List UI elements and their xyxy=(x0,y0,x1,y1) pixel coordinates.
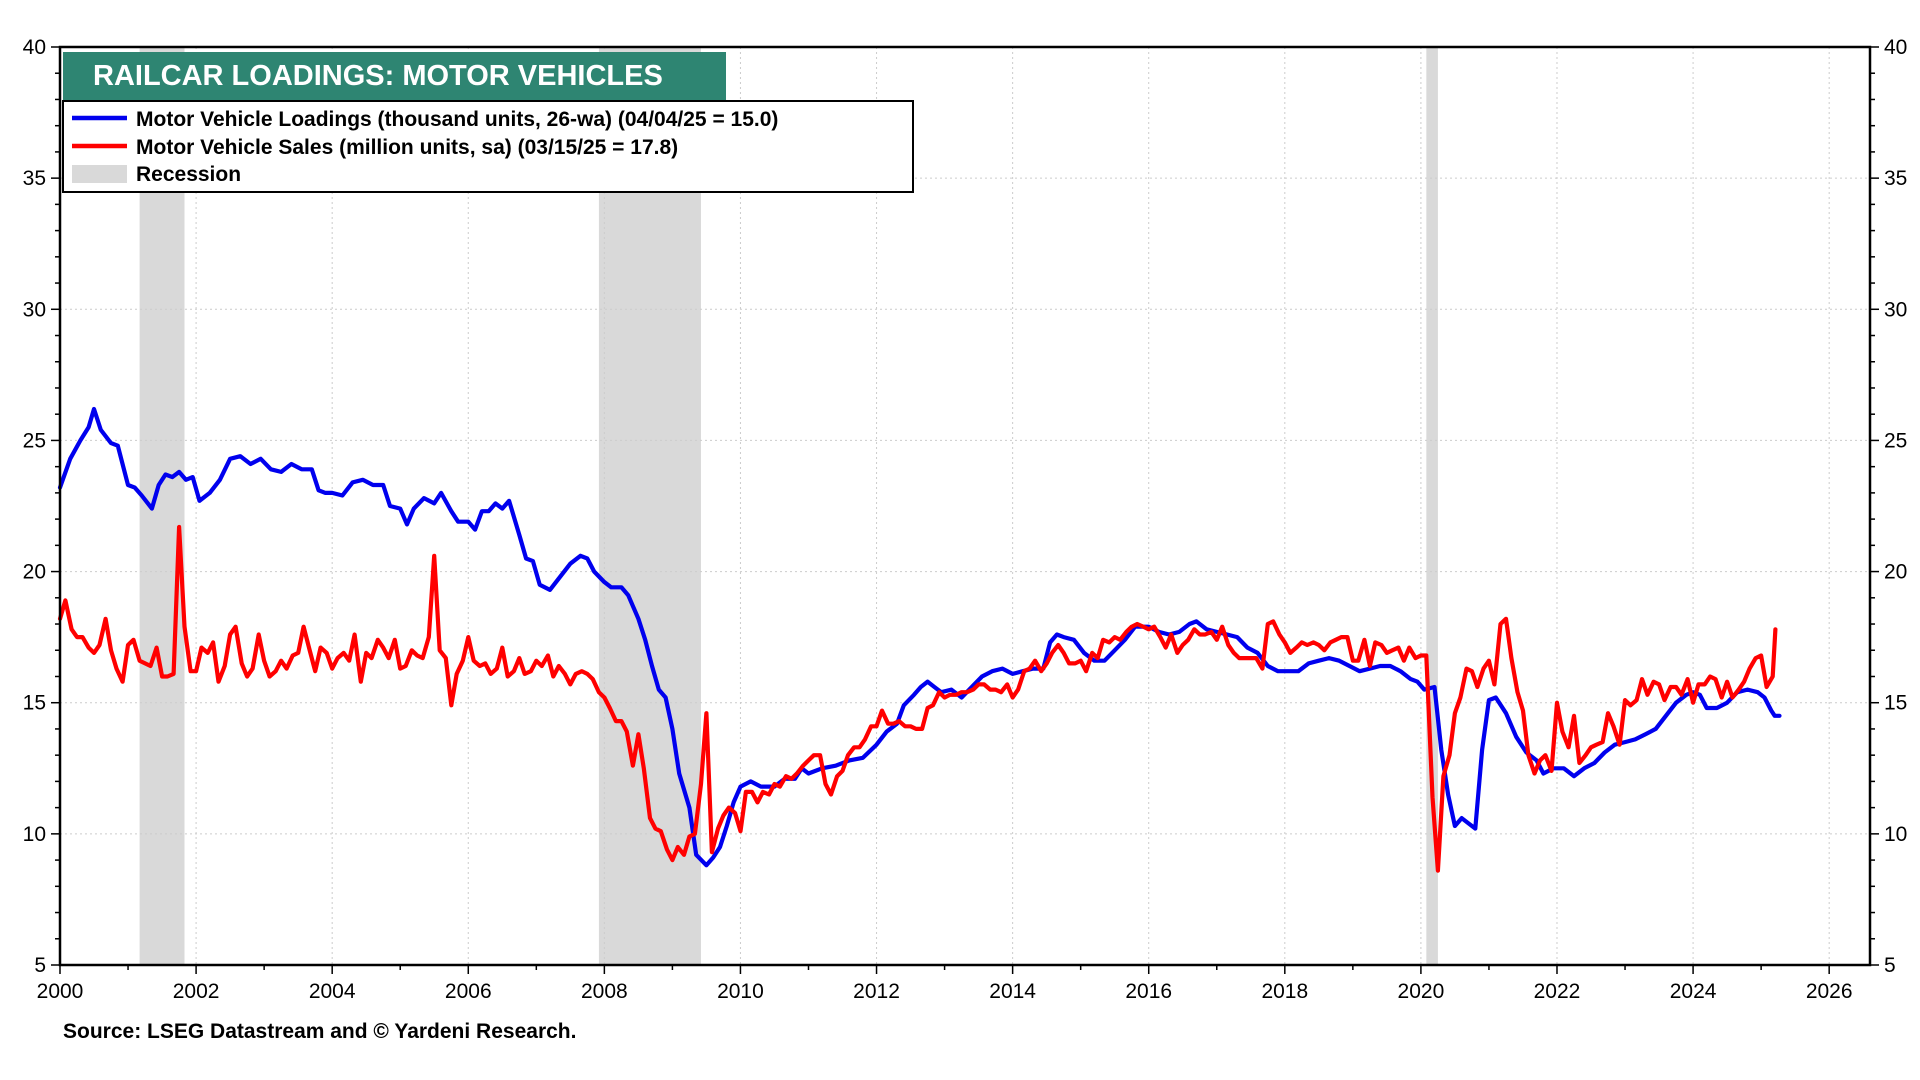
chart-title: RAILCAR LOADINGS: MOTOR VEHICLES xyxy=(63,52,726,100)
x-tick-label: 2026 xyxy=(1806,980,1853,1003)
y-tick-label-right: 35 xyxy=(1884,167,1907,190)
x-tick-label: 2002 xyxy=(173,980,220,1003)
x-tick-label: 2014 xyxy=(989,980,1036,1003)
title-background xyxy=(63,52,726,100)
y-tick-label-left: 5 xyxy=(34,954,46,977)
x-tick-label: 2000 xyxy=(37,980,84,1003)
series-line-loadings xyxy=(57,406,1782,868)
x-tick-label: 2024 xyxy=(1670,980,1717,1003)
y-tick-label-right: 30 xyxy=(1884,298,1907,321)
x-tick-label: 2012 xyxy=(853,980,900,1003)
x-tick-label: 2020 xyxy=(1398,980,1445,1003)
recession-band-0 xyxy=(139,47,185,965)
y-tick-label-left: 15 xyxy=(23,692,46,715)
y-tick-label-right: 5 xyxy=(1884,954,1896,977)
y-tick-label-right: 10 xyxy=(1884,823,1907,846)
axis-labels: 2000 2002 2004 2006 2008 2010 2012 2014 2016 2018… xyxy=(23,36,1908,1003)
x-tick-label: 2018 xyxy=(1261,980,1308,1003)
x-tick-label: 2022 xyxy=(1534,980,1581,1003)
y-tick-label-left: 30 xyxy=(23,298,46,321)
recession-band-2 xyxy=(1426,47,1438,965)
legend-label-recession: Recession xyxy=(136,163,241,186)
legend-label-sales: Motor Vehicle Sales (million units, sa) … xyxy=(136,136,678,159)
source-note: Source: LSEG Datastream and © Yardeni Re… xyxy=(63,1020,576,1043)
x-tick-label: 2006 xyxy=(445,980,492,1003)
legend-label-loadings: Motor Vehicle Loadings (thousand units, … xyxy=(136,108,778,131)
y-tick-label-right: 20 xyxy=(1884,561,1907,584)
x-tick-label: 2008 xyxy=(581,980,628,1003)
y-tick-label-left: 35 xyxy=(23,167,46,190)
recession-bands xyxy=(139,47,1438,965)
x-tick-label: 2016 xyxy=(1125,980,1172,1003)
y-tick-label-right: 15 xyxy=(1884,692,1907,715)
axis-ticks xyxy=(51,46,1879,974)
plot-frame xyxy=(58,45,1872,967)
data-series xyxy=(57,406,1782,873)
x-tick-label: 2004 xyxy=(309,980,356,1003)
y-tick-label-right: 25 xyxy=(1884,429,1907,452)
legend-box xyxy=(62,100,914,193)
series-line-sales xyxy=(57,524,1778,873)
y-tick-label-left: 40 xyxy=(23,36,46,59)
y-tick-label-left: 10 xyxy=(23,823,46,846)
legend-swatch-recession xyxy=(72,165,127,183)
y-tick-label-left: 20 xyxy=(23,561,46,584)
y-tick-label-left: 25 xyxy=(23,429,46,452)
title-text: RAILCAR LOADINGS: MOTOR VEHICLES xyxy=(93,60,663,92)
x-tick-label: 2010 xyxy=(717,980,764,1003)
y-tick-label-right: 40 xyxy=(1884,36,1907,59)
legend: Motor Vehicle Loadings (thousand units, … xyxy=(62,100,914,193)
